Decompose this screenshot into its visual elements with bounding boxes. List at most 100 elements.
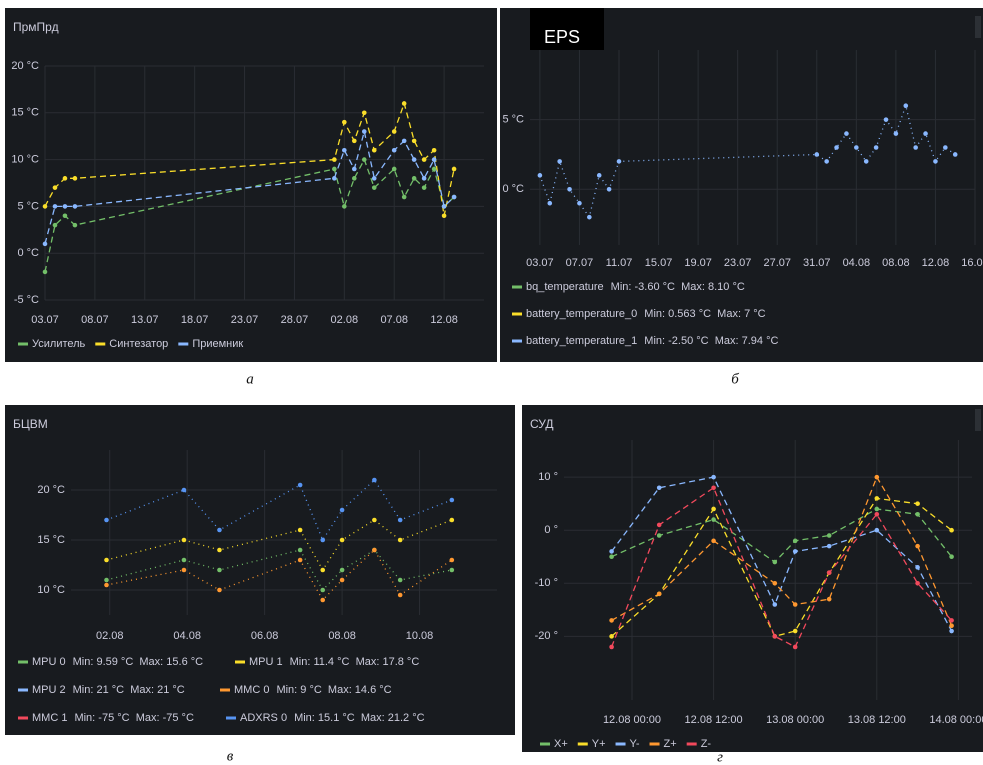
data-point <box>441 213 447 219</box>
panel-title: ПрмПрд <box>13 20 59 34</box>
data-point <box>320 587 326 593</box>
legend-label: Усилитель <box>32 338 86 350</box>
data-point <box>711 517 716 522</box>
x-tick-label: 10.08 <box>406 630 434 642</box>
data-point <box>915 580 920 586</box>
data-point <box>351 138 357 144</box>
legend-label: Y- <box>630 738 640 750</box>
data-point <box>826 543 832 549</box>
data-point <box>587 214 592 220</box>
data-point <box>397 592 403 598</box>
data-point <box>792 538 798 544</box>
data-point <box>332 157 337 162</box>
data-point <box>431 166 437 172</box>
y-tick-label: 5 °C <box>502 114 524 126</box>
data-point <box>923 131 928 136</box>
legend-label: ADXRS 0 <box>240 712 287 724</box>
data-point <box>431 157 437 162</box>
data-point <box>949 618 954 623</box>
data-point <box>915 511 920 517</box>
data-point <box>874 474 880 480</box>
data-point <box>372 517 377 523</box>
x-tick-label: 13.07 <box>131 314 159 326</box>
data-point <box>62 176 68 181</box>
data-point <box>915 565 920 570</box>
data-point <box>181 537 187 543</box>
data-point <box>874 496 880 501</box>
x-tick-label: 14.08 00:00 <box>929 714 983 726</box>
x-tick-label: 08.08 <box>882 257 910 269</box>
x-tick-label: 12.08 00:00 <box>603 714 661 726</box>
data-point <box>401 101 407 106</box>
data-point <box>52 204 58 209</box>
series-line <box>44 131 455 244</box>
y-tick-label: 15 °C <box>11 107 39 119</box>
data-point <box>52 185 58 190</box>
data-point <box>915 501 920 506</box>
legend-label: bq_temperature <box>526 281 604 293</box>
data-point <box>431 147 437 153</box>
x-tick-label: 12.08 <box>430 314 458 326</box>
data-point <box>824 159 829 164</box>
y-tick-label: 0 °C <box>502 183 524 195</box>
data-point <box>609 644 614 650</box>
legend-label: X+ <box>554 738 568 750</box>
y-tick-label: 20 °C <box>11 60 39 72</box>
data-point <box>42 241 48 247</box>
data-point <box>547 200 553 206</box>
legend-label: Y+ <box>592 738 606 750</box>
x-tick-label: 12.08 <box>922 257 950 269</box>
data-point <box>656 485 662 491</box>
y-tick-label: -20 ° <box>535 630 558 642</box>
y-tick-label: 20 °C <box>37 484 65 496</box>
panel-title: СУД <box>530 417 553 431</box>
y-tick-label: -5 °C <box>14 294 39 306</box>
data-point <box>297 527 303 533</box>
data-point <box>949 554 954 560</box>
data-point <box>609 549 614 554</box>
data-point <box>609 554 614 560</box>
data-point <box>52 222 58 228</box>
y-tick-label: 10 °C <box>37 584 65 596</box>
data-point <box>952 152 958 157</box>
data-point <box>711 506 716 512</box>
legend-label: MMC 0 <box>234 684 269 696</box>
data-point <box>339 567 345 573</box>
data-point <box>792 644 798 650</box>
data-point <box>371 185 377 190</box>
x-tick-label: 23.07 <box>724 257 752 269</box>
data-point <box>361 110 367 116</box>
x-tick-label: 11.07 <box>606 257 633 269</box>
data-point <box>772 634 778 639</box>
data-point <box>883 117 889 122</box>
x-tick-label: 03.07 <box>31 314 59 326</box>
data-point <box>606 186 612 192</box>
x-tick-label: 13.08 00:00 <box>766 714 824 726</box>
x-tick-label: 03.07 <box>526 257 554 269</box>
data-point <box>320 597 326 603</box>
data-point <box>449 497 455 503</box>
data-point <box>874 511 880 517</box>
data-point <box>339 577 345 583</box>
data-point <box>411 157 417 162</box>
data-point <box>332 166 337 172</box>
data-point <box>826 570 832 575</box>
data-point <box>297 482 303 488</box>
menu-icon <box>975 16 981 38</box>
x-tick-label: 19.07 <box>684 257 712 269</box>
x-tick-label: 06.08 <box>251 630 279 642</box>
data-point <box>537 173 543 178</box>
data-point <box>772 559 778 565</box>
data-point <box>792 549 798 554</box>
series-line <box>611 497 952 638</box>
data-point <box>297 547 303 553</box>
data-point <box>609 634 614 639</box>
legend-stats: Min: -2.50 °C Max: 7.94 °C <box>644 335 778 347</box>
legend-stats: Min: 9.59 °C Max: 15.6 °C <box>73 656 204 668</box>
data-point <box>711 474 716 480</box>
data-point <box>104 577 109 583</box>
data-point <box>421 185 427 190</box>
data-point <box>391 129 397 134</box>
data-point <box>339 537 345 543</box>
